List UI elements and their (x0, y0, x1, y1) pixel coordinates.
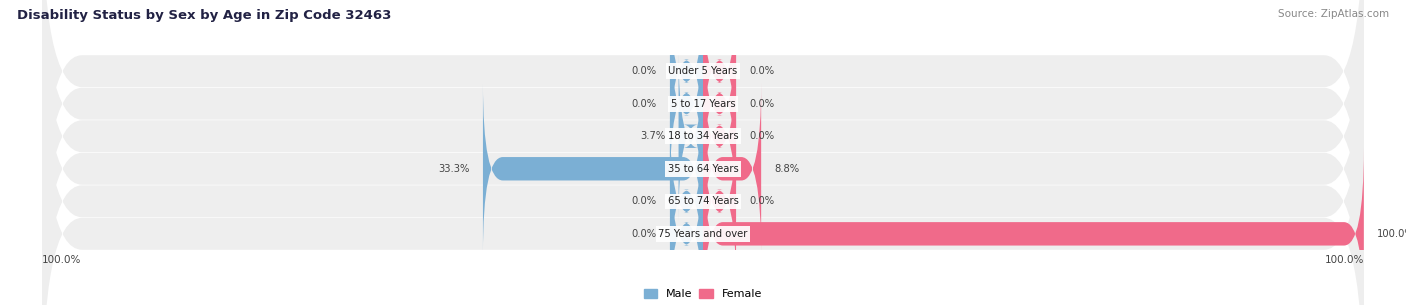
FancyBboxPatch shape (669, 18, 703, 190)
Text: 33.3%: 33.3% (439, 164, 470, 174)
Text: 0.0%: 0.0% (749, 196, 775, 206)
Text: 3.7%: 3.7% (640, 131, 665, 141)
FancyBboxPatch shape (42, 0, 1364, 305)
FancyBboxPatch shape (703, 115, 737, 287)
FancyBboxPatch shape (703, 83, 761, 255)
Text: 35 to 64 Years: 35 to 64 Years (668, 164, 738, 174)
Text: 0.0%: 0.0% (749, 99, 775, 109)
FancyBboxPatch shape (42, 0, 1364, 283)
Text: 75 Years and over: 75 Years and over (658, 229, 748, 239)
FancyBboxPatch shape (703, 50, 737, 222)
Text: 100.0%: 100.0% (42, 255, 82, 265)
Text: 0.0%: 0.0% (631, 66, 657, 76)
Text: 8.8%: 8.8% (775, 164, 800, 174)
FancyBboxPatch shape (42, 0, 1364, 305)
FancyBboxPatch shape (703, 148, 1364, 305)
Text: 100.0%: 100.0% (1324, 255, 1364, 265)
FancyBboxPatch shape (42, 55, 1364, 305)
Text: Disability Status by Sex by Age in Zip Code 32463: Disability Status by Sex by Age in Zip C… (17, 9, 391, 22)
Text: 100.0%: 100.0% (1376, 229, 1406, 239)
Text: Under 5 Years: Under 5 Years (668, 66, 738, 76)
FancyBboxPatch shape (669, 0, 703, 157)
Text: 0.0%: 0.0% (749, 131, 775, 141)
FancyBboxPatch shape (679, 50, 703, 222)
Text: 65 to 74 Years: 65 to 74 Years (668, 196, 738, 206)
Text: 5 to 17 Years: 5 to 17 Years (671, 99, 735, 109)
Text: Source: ZipAtlas.com: Source: ZipAtlas.com (1278, 9, 1389, 19)
FancyBboxPatch shape (669, 148, 703, 305)
FancyBboxPatch shape (42, 22, 1364, 305)
Text: 0.0%: 0.0% (749, 66, 775, 76)
Text: 0.0%: 0.0% (631, 99, 657, 109)
Legend: Male, Female: Male, Female (644, 289, 762, 299)
Text: 0.0%: 0.0% (631, 196, 657, 206)
FancyBboxPatch shape (482, 83, 703, 255)
FancyBboxPatch shape (703, 0, 737, 157)
Text: 18 to 34 Years: 18 to 34 Years (668, 131, 738, 141)
FancyBboxPatch shape (42, 0, 1364, 250)
FancyBboxPatch shape (669, 115, 703, 287)
FancyBboxPatch shape (703, 18, 737, 190)
Text: 0.0%: 0.0% (631, 229, 657, 239)
